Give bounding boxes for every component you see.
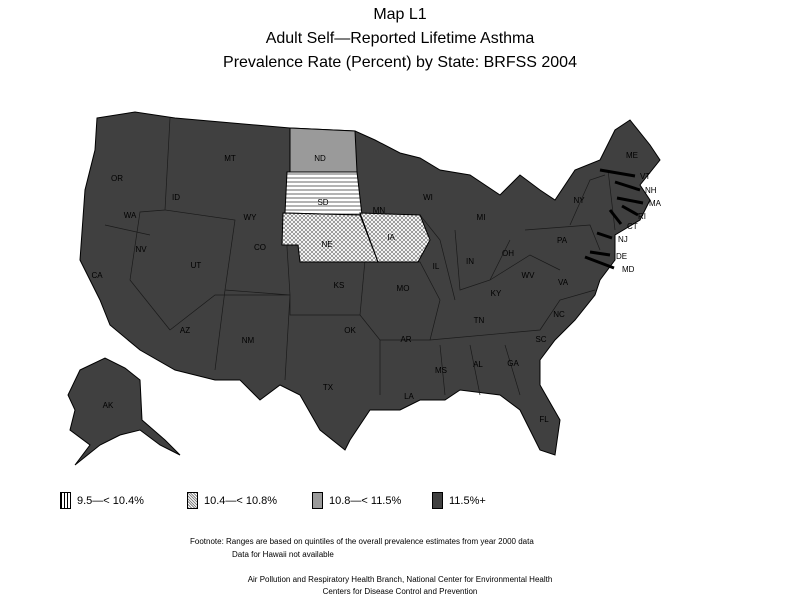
state-label-ID: ID [172, 193, 180, 202]
state-label-KS: KS [334, 281, 345, 290]
map-subtitle: Prevalence Rate (Percent) by State: BRFS… [223, 54, 577, 71]
state-label-MA: MA [649, 199, 662, 208]
state-label-NV: NV [135, 245, 147, 254]
legend-item-1: 9.5—< 10.4% [60, 492, 144, 509]
state-label-WY: WY [244, 213, 258, 222]
state-label-NC: NC [553, 310, 565, 319]
credit-line-1: Air Pollution and Respiratory Health Bra… [247, 575, 553, 584]
state-label-AR: AR [400, 335, 411, 344]
state-label-OR: OR [111, 174, 123, 183]
state-label-TN: TN [474, 316, 485, 325]
state-label-IN: IN [466, 257, 474, 266]
state-label-OH: OH [502, 249, 514, 258]
state-label-VA: VA [558, 278, 569, 287]
label-leader-lines [584, 168, 644, 270]
state-label-VT: VT [640, 172, 650, 181]
state-label-FL: FL [539, 415, 549, 424]
state-label-UT: UT [191, 261, 202, 270]
state-label-PA: PA [557, 236, 568, 245]
state-label-IA: IA [387, 233, 395, 242]
legend-swatch-crosshatch [187, 492, 198, 509]
state-label-WV: WV [522, 271, 536, 280]
state-label-NM: NM [242, 336, 255, 345]
state-label-CA: CA [91, 271, 103, 280]
state-label-TX: TX [323, 383, 334, 392]
state-label-NJ: NJ [618, 235, 628, 244]
state-label-LA: LA [404, 392, 414, 401]
legend-swatch-light-gray [312, 492, 323, 509]
state-label-CO: CO [254, 243, 266, 252]
credit-line-2: Centers for Disease Control and Preventi… [322, 587, 478, 596]
map-title: Adult Self—Reported Lifetime Asthma [265, 30, 535, 47]
state-label-GA: GA [507, 359, 519, 368]
alaska-shape [67, 357, 181, 466]
legend-item-4: 11.5%+ [432, 492, 486, 509]
state-label-AZ: AZ [180, 326, 190, 335]
state-label-NH: NH [645, 186, 657, 195]
state-SD [284, 171, 363, 216]
state-ND [289, 127, 358, 173]
state-label-MS: MS [435, 366, 447, 375]
footnote-line-2: Data for Hawaii not available [232, 550, 334, 559]
legend-swatch-dark-gray [432, 492, 443, 509]
state-NE [281, 212, 379, 263]
legend-label: 10.4—< 10.8% [204, 494, 278, 507]
state-label-AL: AL [473, 360, 483, 369]
legend-label: 9.5—< 10.4% [77, 494, 144, 507]
state-label-MN: MN [373, 206, 386, 215]
footnote-line-1: Footnote: Ranges are based on quintiles … [190, 537, 534, 546]
state-label-CT: CT [627, 222, 638, 231]
state-label-NY: NY [573, 196, 585, 205]
legend-item-3: 10.8—< 11.5% [312, 492, 401, 509]
state-label-ME: ME [626, 151, 638, 160]
state-label-AK: AK [103, 401, 114, 410]
state-label-MI: MI [477, 213, 486, 222]
state-label-OK: OK [344, 326, 356, 335]
state-label-MT: MT [224, 154, 236, 163]
state-IA [359, 212, 431, 263]
state-borders [104, 117, 616, 396]
state-label-IL: IL [433, 262, 440, 271]
state-label-MD: MD [622, 265, 635, 274]
state-label-SC: SC [535, 335, 546, 344]
state-label-DE: DE [616, 252, 627, 261]
legend-swatch-lines [60, 492, 71, 509]
state-label-MO: MO [397, 284, 410, 293]
state-label-WI: WI [423, 193, 433, 202]
state-label-ND: ND [314, 154, 326, 163]
state-label-KY: KY [491, 289, 502, 298]
legend-label: 10.8—< 11.5% [329, 494, 402, 507]
state-label-SD: SD [317, 198, 328, 207]
map-number: Map L1 [373, 6, 427, 23]
contiguous-us-shape [79, 111, 661, 456]
state-label-WA: WA [124, 211, 137, 220]
state-label-NE: NE [321, 240, 332, 249]
legend-item-2: 10.4—< 10.8% [187, 492, 277, 509]
state-label-RI: RI [638, 212, 646, 221]
legend-label: 11.5%+ [449, 494, 486, 507]
